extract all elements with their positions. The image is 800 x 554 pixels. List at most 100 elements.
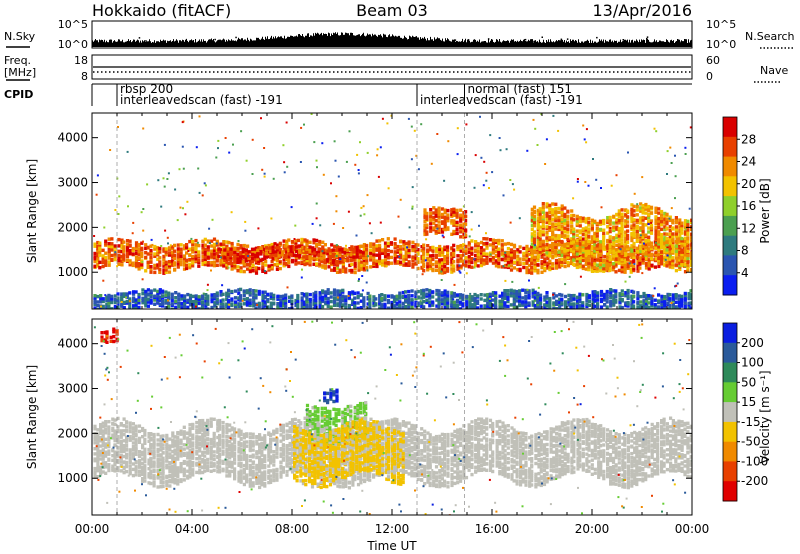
heatmap-cell [501,299,505,303]
heatmap-cell [252,304,256,308]
heatmap-cell [125,456,129,460]
heatmap-cell [219,256,222,259]
heatmap-cell [321,289,325,293]
heatmap-cell [298,244,302,248]
heatmap-cell [623,260,627,264]
heatmap-cell [422,252,426,256]
heatmap-cell [110,300,114,305]
heatmap-cell [318,291,322,295]
heatmap-cell [215,252,219,256]
heatmap-cell [624,230,628,234]
heatmap-cell [537,286,540,289]
heatmap-cell [584,253,588,258]
heatmap-cell [470,228,473,231]
heatmap-cell [483,310,486,313]
heatmap-cell [117,237,121,242]
heatmap-cell [393,237,397,241]
heatmap-cell [378,256,382,260]
heatmap-cell [386,249,390,253]
heatmap-cell [665,256,669,261]
heatmap-cell [425,214,429,219]
heatmap-cell [470,251,474,256]
heatmap-cell [498,302,502,306]
heatmap-cell [425,298,429,302]
heatmap-cell [120,246,124,250]
heatmap-cell [309,300,312,303]
heatmap-cell [536,216,540,220]
heatmap-cell [311,246,315,250]
heatmap-cell [93,235,96,237]
heatmap-cell [452,266,456,270]
heatmap-cell [680,252,684,257]
heatmap-cell [165,466,169,470]
heatmap-cell [459,213,463,217]
heatmap-cell [654,250,658,254]
heatmap-cell [563,221,567,225]
heatmap-cell [536,245,540,249]
heatmap-cell [341,269,345,273]
heatmap-cell [570,230,574,235]
heatmap-cell [671,244,675,248]
heatmap-cell [176,262,180,266]
heatmap-cell [236,252,240,256]
heatmap-cell [204,184,207,187]
noise-left-tick-bottom: 10^0 [58,38,88,51]
heatmap-cell [389,241,393,245]
heatmap-cell [322,260,326,264]
heatmap-cell [642,291,646,296]
heatmap-cell [386,122,389,125]
heatmap-cell [527,293,531,297]
heatmap-cell [554,258,559,263]
heatmap-cell [437,216,441,220]
heatmap-cell [159,463,163,468]
heatmap-cell [378,243,382,248]
heatmap-cell [248,303,252,308]
heatmap-cell [315,202,318,205]
heatmap-cell [188,265,192,270]
heatmap-cell [566,214,570,219]
heatmap-cell [170,298,174,303]
heatmap-cell [632,290,636,294]
heatmap-cell [464,210,468,214]
heatmap-cell [407,296,411,300]
heatmap-cell [432,226,436,230]
heatmap-cell [107,304,111,309]
heatmap-cell [526,288,529,291]
heatmap-cell [128,464,132,468]
heatmap-cell [668,217,671,220]
heatmap-cell [143,469,147,473]
heatmap-cell [532,233,537,238]
heatmap-cell [608,219,612,223]
heatmap-cell [584,233,588,237]
heatmap-cell [411,255,415,259]
heatmap-cell [573,244,577,249]
heatmap-cell [677,306,681,309]
heatmap-cell [410,294,414,298]
heatmap-cell [128,297,132,301]
heatmap-cell [122,306,126,309]
heatmap-cell [560,207,564,211]
heatmap-cell [452,231,456,236]
heatmap-cell [538,215,542,220]
heatmap-cell [494,304,498,308]
heatmap-cell [596,298,600,302]
heatmap-cell [182,259,187,263]
heatmap-cell [107,437,111,441]
heatmap-cell [96,432,100,436]
heatmap-cell [524,288,528,293]
heatmap-cell [532,205,537,209]
heatmap-cell [201,248,205,252]
heatmap-cell [458,270,461,273]
heatmap-cell [374,297,378,301]
heatmap-cell [641,247,645,251]
heatmap-cell [554,245,558,249]
heatmap-cell [629,264,633,268]
heatmap-cell [557,210,561,214]
heatmap-cell [434,213,438,217]
heatmap-cell [587,227,591,231]
heatmap-cell [678,224,682,229]
heatmap-cell [104,450,108,454]
heatmap-cell [263,290,267,294]
heatmap-cell [141,301,145,305]
heatmap-cell [653,303,657,307]
